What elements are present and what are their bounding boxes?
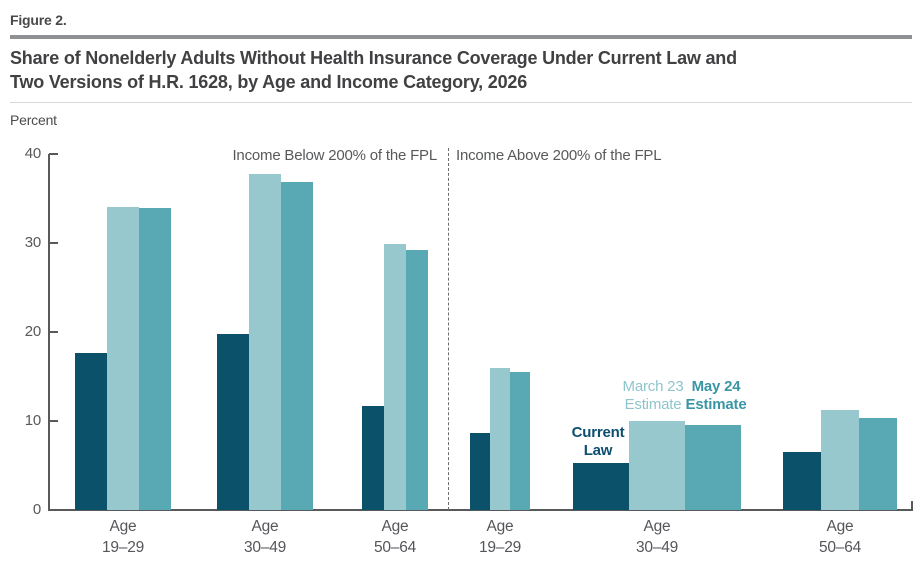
header-rule-thick — [10, 35, 912, 39]
legend-annotation-march-23: March 23 Estimate — [622, 378, 684, 413]
y-axis-tick-20 — [49, 331, 58, 333]
bar-current-law-age-19-29-group1 — [75, 353, 107, 510]
x-axis-end-tick — [911, 501, 913, 510]
section-label-below-fpl: Income Below 200% of the FPL — [232, 147, 437, 164]
bar-may-24-estimate-age-50-64-group6 — [859, 418, 897, 510]
y-axis-label-40: 40 — [24, 145, 41, 162]
bar-may-24-estimate-age-30-49-group2 — [281, 182, 313, 510]
bar-may-24-estimate-age-30-49-group5 — [685, 425, 741, 510]
y-axis-unit-label: Percent — [10, 112, 57, 128]
x-axis-group-label-19-29-group4: Age 19–29 — [478, 518, 522, 556]
x-axis-group-label-30-49-group2: Age 30–49 — [243, 518, 287, 556]
bar-current-law-age-30-49-group5 — [573, 463, 629, 510]
figure-title-line2: Two Versions of H.R. 1628, by Age and In… — [10, 72, 528, 92]
y-axis-tick-10 — [49, 420, 58, 422]
y-axis-label-30: 30 — [24, 234, 41, 251]
legend-annotation-may-24: May 24 Estimate — [685, 378, 747, 413]
bar-current-law-age-50-64-group3 — [362, 406, 384, 510]
legend-annotation-current-law: Current Law — [571, 424, 625, 459]
x-axis-group-label-30-49-group5: Age 30–49 — [635, 518, 679, 556]
bar-march-23-estimate-age-19-29-group1 — [107, 207, 139, 510]
y-axis-tick-30 — [49, 242, 58, 244]
figure-title-line1: Share of Nonelderly Adults Without Healt… — [10, 48, 737, 68]
bar-may-24-estimate-age-19-29-group1 — [139, 208, 171, 510]
y-axis-tick-40 — [49, 153, 58, 155]
bar-may-24-estimate-age-50-64-group3 — [406, 250, 428, 510]
bar-march-23-estimate-age-30-49-group5 — [629, 421, 685, 510]
figure-title: Share of Nonelderly Adults Without Healt… — [10, 46, 890, 94]
bar-march-23-estimate-age-50-64-group3 — [384, 244, 406, 510]
y-axis-label-20: 20 — [24, 323, 41, 340]
income-section-divider-dashed-line — [448, 148, 449, 510]
bar-march-23-estimate-age-30-49-group2 — [249, 174, 281, 510]
x-axis-line — [48, 509, 913, 511]
header-rule-thin — [10, 102, 912, 103]
section-label-above-fpl: Income Above 200% of the FPL — [456, 147, 662, 164]
bar-may-24-estimate-age-19-29-group4 — [510, 372, 530, 510]
x-axis-group-label-50-64-group3: Age 50–64 — [373, 518, 417, 556]
bar-march-23-estimate-age-19-29-group4 — [490, 368, 510, 510]
x-axis-group-label-19-29-group1: Age 19–29 — [101, 518, 145, 556]
y-axis-label-10: 10 — [24, 412, 41, 429]
y-axis-label-0: 0 — [32, 501, 41, 518]
bar-current-law-age-50-64-group6 — [783, 452, 821, 510]
figure-number-label: Figure 2. — [10, 12, 67, 28]
x-axis-group-label-50-64-group6: Age 50–64 — [818, 518, 862, 556]
bar-current-law-age-19-29-group4 — [470, 433, 490, 510]
bar-march-23-estimate-age-50-64-group6 — [821, 410, 859, 510]
bar-current-law-age-30-49-group2 — [217, 334, 249, 510]
